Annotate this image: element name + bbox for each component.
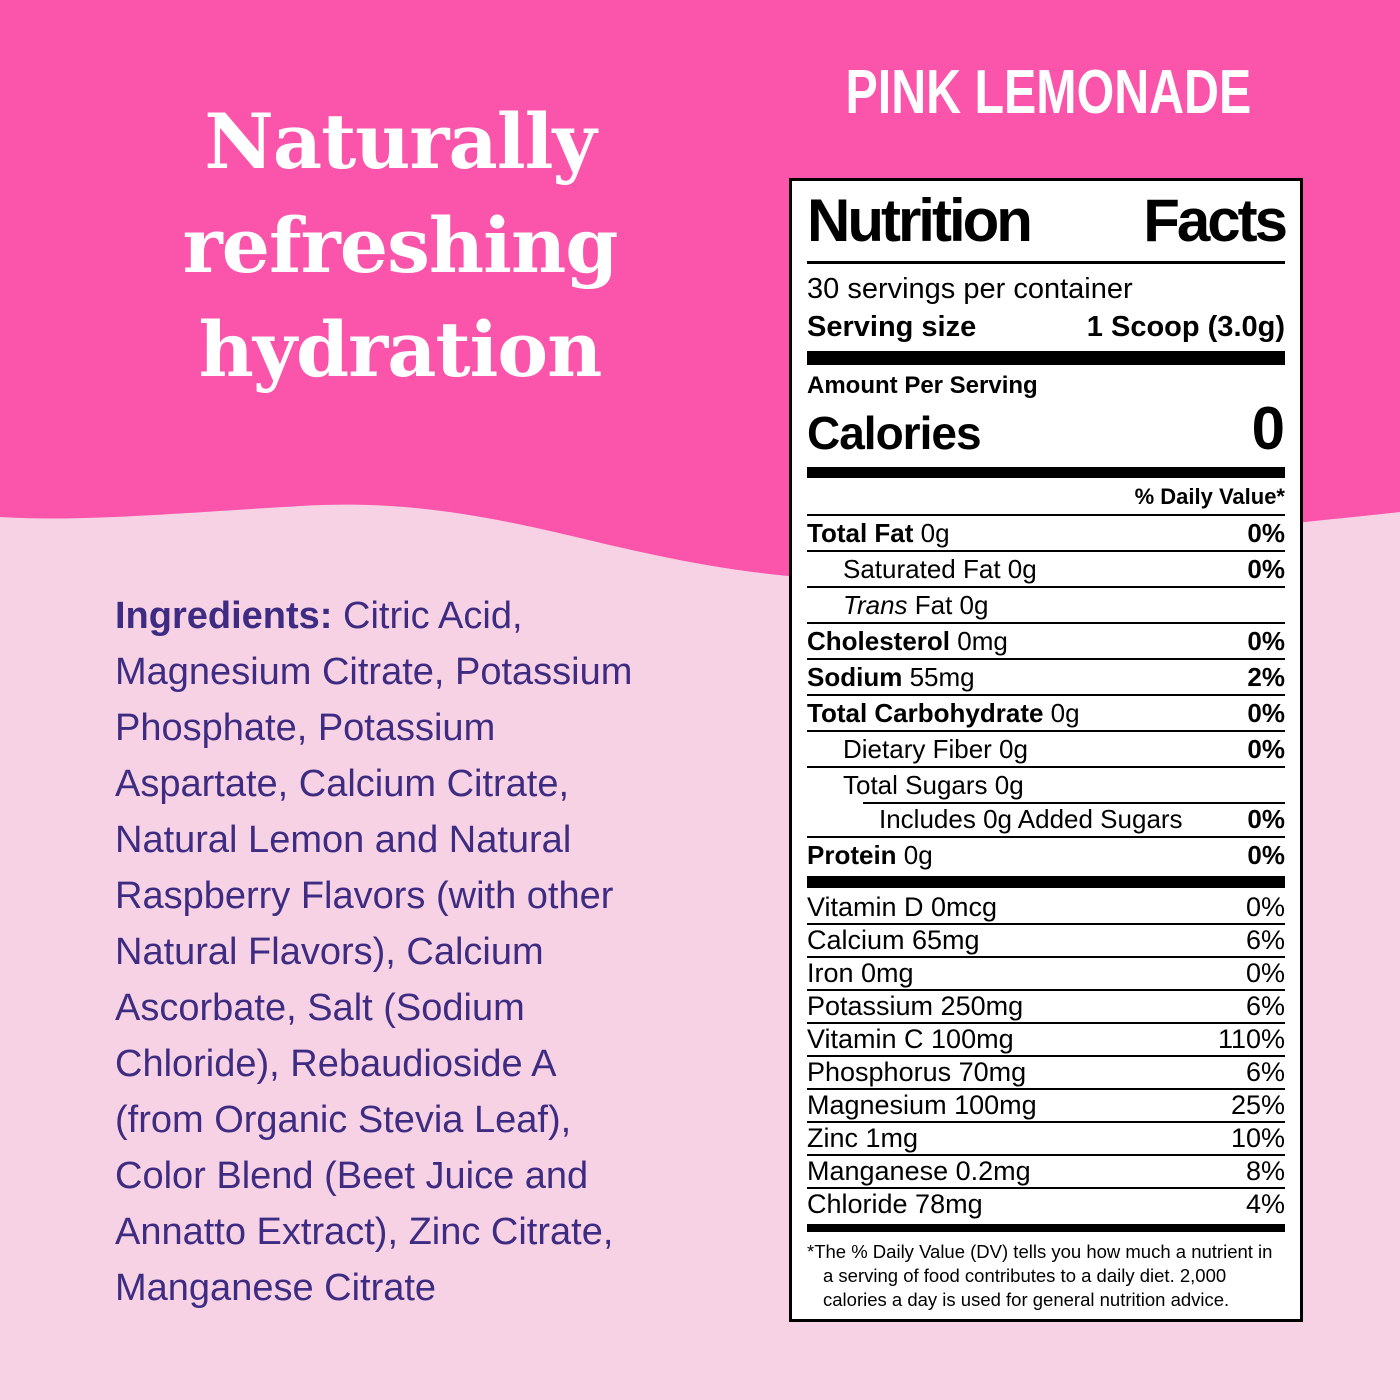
nutrient-name: Manganese 0.2mg (807, 1156, 1031, 1186)
nutrient-row-cholesterol: Cholesterol 0mg 0% (807, 622, 1285, 658)
nutrient-name: Saturated Fat 0g (843, 554, 1037, 584)
nutrient-name: Phosphorus 70mg (807, 1057, 1027, 1087)
amount-per-serving-label: Amount Per Serving (807, 372, 1038, 399)
nutrient-name: Cholesterol 0mg (807, 626, 1008, 656)
divider-thick (807, 467, 1285, 478)
nutrient-row-total-sugars: Total Sugars 0g (807, 766, 1285, 802)
daily-value-percent: 10% (1230, 1123, 1285, 1153)
nutrient-name: Total Fat 0g (807, 518, 950, 548)
nutrient-name: Potassium 250mg (807, 991, 1024, 1021)
daily-value-percent: 4% (1245, 1189, 1285, 1219)
daily-value-percent: 6% (1245, 1057, 1285, 1087)
daily-value-percent: 8% (1245, 1156, 1285, 1186)
serving-size-row: Serving size 1 Scoop (3.0g) (807, 308, 1285, 346)
daily-value-percent: 6% (1245, 925, 1285, 955)
servings-per-container: 30 servings per container (807, 273, 1133, 305)
daily-value-footnote: *The % Daily Value (DV) tells you how mu… (807, 1241, 1273, 1310)
nutrient-row-sodium: Sodium 55mg 2% (807, 658, 1285, 694)
daily-value-percent: 0% (1247, 698, 1285, 728)
heading-line: refreshing (182, 201, 619, 290)
calories-value: 0 (1251, 395, 1285, 462)
nutrient-name: Protein 0g (807, 840, 933, 870)
vitamin-row-vitamin-d: Vitamin D 0mcg 0% (807, 892, 1285, 923)
ingredients-paragraph: Ingredients: Citric Acid, Magnesium Citr… (115, 588, 755, 1316)
nutrient-name: Chloride 78mg (807, 1189, 983, 1219)
flavor-title: PINK LEMONADE (845, 58, 1252, 127)
vitamin-row-chloride: Chloride 78mg 4% (807, 1187, 1285, 1220)
nutrient-name: Trans Fat 0g (843, 590, 989, 620)
nutrient-row-dietary-fiber: Dietary Fiber 0g 0% (807, 730, 1285, 766)
nutrition-facts-title: Nutrition Facts (807, 189, 1288, 264)
ingredients-text: Citric Acid, Magnesium Citrate, Potassiu… (115, 595, 633, 1309)
daily-value-percent: 25% (1230, 1090, 1285, 1120)
nutrient-name: Iron 0mg (807, 958, 914, 988)
vitamin-row-zinc: Zinc 1mg 10% (807, 1121, 1285, 1154)
nutrient-name: Magnesium 100mg (807, 1090, 1037, 1120)
nutrient-name: Vitamin C 100mg (807, 1024, 1014, 1054)
daily-value-percent: 0% (1247, 518, 1285, 548)
nutrient-name: Calcium 65mg (807, 925, 980, 955)
nutrient-name: Total Sugars 0g (843, 770, 1024, 800)
divider-thick (807, 876, 1285, 888)
nutrient-row-trans-fat: Trans Fat 0g (807, 586, 1285, 622)
nutrient-name: Total Carbohydrate 0g (807, 698, 1080, 728)
divider-thick (807, 1224, 1285, 1232)
nutrient-name: Sodium 55mg (807, 662, 975, 692)
vitamin-row-calcium: Calcium 65mg 6% (807, 923, 1285, 956)
nutrient-name: Includes 0g Added Sugars (879, 804, 1183, 834)
calories-label: Calories (807, 407, 982, 459)
calories-row: Calories 0 (807, 395, 1285, 462)
vitamin-row-magnesium: Magnesium 100mg 25% (807, 1088, 1285, 1121)
nutrient-row-protein: Protein 0g 0% (807, 836, 1285, 872)
ingredients-label: Ingredients: (115, 595, 333, 637)
vitamin-row-manganese: Manganese 0.2mg 8% (807, 1154, 1285, 1187)
serving-size-value: 1 Scoop (3.0g) (1086, 311, 1285, 343)
nutrient-name: Vitamin D 0mcg (807, 892, 998, 922)
nutrient-row-saturated-fat: Saturated Fat 0g 0% (807, 550, 1285, 586)
daily-value-percent: 0% (1247, 804, 1285, 834)
daily-value-percent: 0% (1247, 554, 1285, 584)
daily-value-percent: 0% (1247, 734, 1285, 764)
vitamin-row-vitamin-c: Vitamin C 100mg 110% (807, 1022, 1285, 1055)
daily-value-percent: 0% (1247, 626, 1285, 656)
nutrition-facts-panel: Nutrition Facts 30 servings per containe… (789, 178, 1303, 1322)
daily-value-percent: 6% (1245, 991, 1285, 1021)
daily-value-header: % Daily Value* (1134, 484, 1285, 509)
nutrient-row-total-carbohydrate: Total Carbohydrate 0g 0% (807, 694, 1285, 730)
nutrient-name: Zinc 1mg (807, 1123, 919, 1153)
nutrient-row-added-sugars: Includes 0g Added Sugars 0% (807, 802, 1285, 836)
divider-thick (807, 351, 1285, 365)
nutrient-name: Dietary Fiber 0g (843, 734, 1028, 764)
daily-value-percent: 110% (1217, 1024, 1285, 1054)
heading-line: hydration (198, 305, 603, 394)
daily-value-percent: 0% (1245, 958, 1285, 988)
heading-line: Naturally (204, 97, 596, 186)
nutrient-row-total-fat: Total Fat 0g 0% (807, 514, 1285, 550)
hero-heading: Naturally refreshing hydration (100, 90, 700, 402)
vitamin-row-potassium: Potassium 250mg 6% (807, 989, 1285, 1022)
serving-size-label: Serving size (807, 311, 977, 343)
vitamin-row-phosphorus: Phosphorus 70mg 6% (807, 1055, 1285, 1088)
vitamin-row-iron: Iron 0mg 0% (807, 956, 1285, 989)
daily-value-percent: 2% (1247, 662, 1285, 692)
daily-value-percent: 0% (1247, 840, 1285, 870)
daily-value-percent: 0% (1245, 892, 1285, 922)
